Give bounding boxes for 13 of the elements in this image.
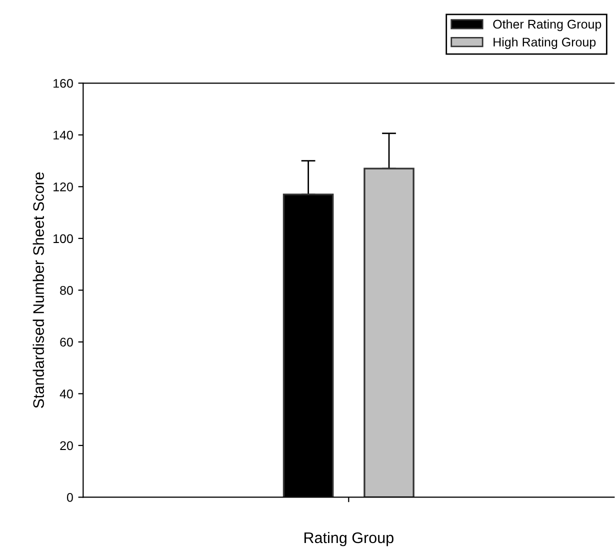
y-tick-label: 40 (60, 390, 73, 398)
y-tick-label: 60 (60, 338, 73, 347)
y-tick-label: 160 (54, 78, 73, 88)
y-tick-label: 140 (54, 130, 73, 140)
y-tick-label: 80 (60, 286, 73, 295)
legend-label: High Rating Group (494, 37, 596, 50)
y-tick-label: 120 (54, 182, 73, 192)
y-tick-label: 100 (54, 234, 73, 244)
y-tick-label: 20 (60, 441, 73, 450)
x-axis-title: Rating Group (304, 532, 394, 546)
y-axis-title: Standardised Number Sheet Score (32, 172, 44, 408)
legend-label: Other Rating Group (493, 19, 602, 32)
y-tick-label: 0 (66, 493, 73, 502)
